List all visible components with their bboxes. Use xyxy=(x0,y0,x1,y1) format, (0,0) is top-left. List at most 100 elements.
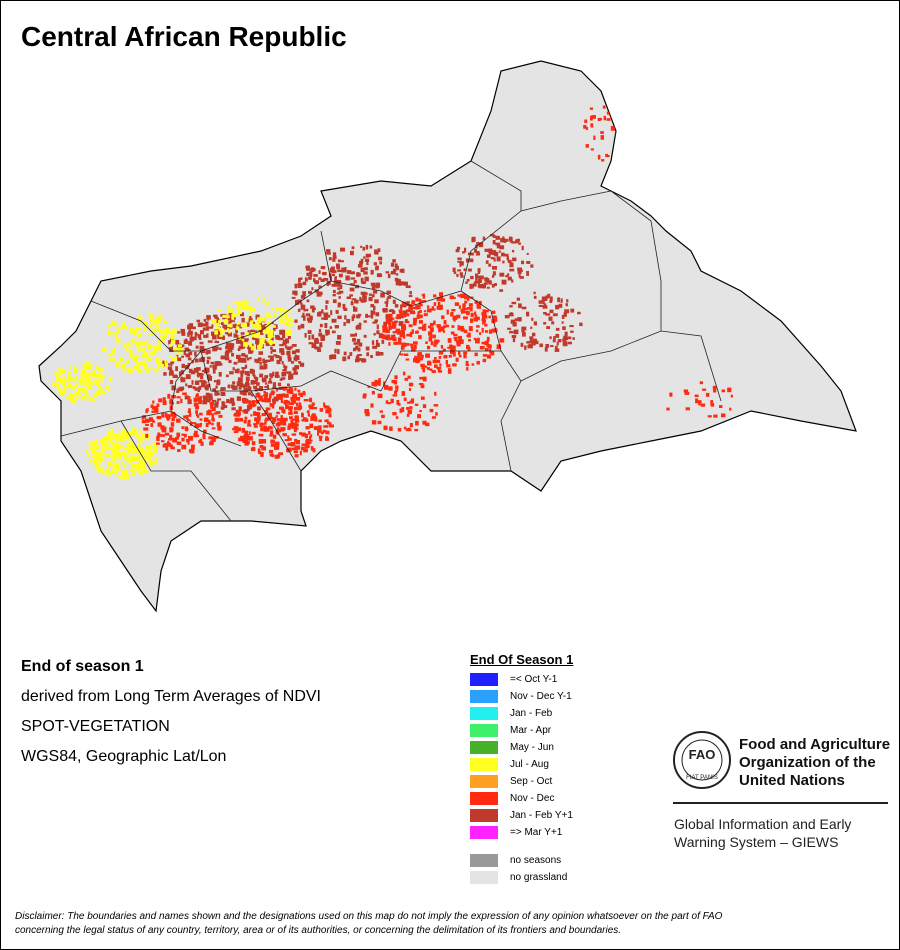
season-pixel xyxy=(334,276,337,279)
season-pixel xyxy=(423,310,427,313)
season-pixel xyxy=(476,242,480,246)
season-pixel xyxy=(310,439,313,442)
season-pixel xyxy=(521,326,527,331)
season-pixel xyxy=(387,273,391,279)
season-pixel xyxy=(336,265,341,270)
season-pixel xyxy=(383,384,389,390)
season-pixel xyxy=(498,250,501,253)
season-pixel xyxy=(385,318,389,323)
season-pixel xyxy=(267,340,273,343)
season-pixel xyxy=(264,410,269,415)
season-pixel xyxy=(221,387,226,391)
org-name: United Nations xyxy=(739,772,845,789)
season-pixel xyxy=(210,361,215,365)
season-pixel xyxy=(164,415,168,418)
season-pixel xyxy=(270,443,276,447)
season-pixel xyxy=(337,349,340,355)
season-pixel xyxy=(408,324,413,328)
season-pixel xyxy=(356,272,361,277)
season-pixel xyxy=(386,290,391,295)
season-pixel xyxy=(250,311,253,316)
season-pixel xyxy=(301,446,306,451)
season-pixel xyxy=(402,371,406,376)
season-pixel xyxy=(232,367,235,371)
season-pixel xyxy=(258,439,263,444)
season-pixel xyxy=(138,316,143,319)
season-pixel xyxy=(313,278,316,282)
season-pixel xyxy=(538,300,543,304)
season-pixel xyxy=(591,115,597,119)
season-pixel xyxy=(270,439,275,444)
season-pixel xyxy=(283,339,287,345)
season-pixel xyxy=(492,271,496,276)
season-pixel xyxy=(88,442,93,446)
season-pixel xyxy=(293,447,299,451)
season-pixel xyxy=(600,131,604,134)
season-pixel xyxy=(213,436,216,442)
season-pixel xyxy=(308,335,311,340)
season-pixel xyxy=(194,332,197,337)
season-pixel xyxy=(152,442,156,445)
season-pixel xyxy=(145,424,149,427)
season-pixel xyxy=(485,260,489,264)
season-pixel xyxy=(270,329,274,335)
season-pixel xyxy=(499,338,505,343)
season-pixel xyxy=(392,299,396,304)
season-pixel xyxy=(194,430,198,435)
season-pixel xyxy=(207,316,211,320)
season-pixel xyxy=(241,317,245,323)
season-pixel xyxy=(140,347,146,351)
season-pixel xyxy=(410,398,415,402)
season-pixel xyxy=(88,366,92,371)
season-pixel xyxy=(236,354,241,359)
season-pixel xyxy=(187,440,190,445)
season-pixel xyxy=(264,418,269,422)
season-pixel xyxy=(164,359,167,363)
season-pixel xyxy=(164,432,170,436)
season-pixel xyxy=(391,317,395,320)
season-pixel xyxy=(318,285,322,289)
season-pixel xyxy=(445,324,450,328)
season-pixel xyxy=(276,355,280,358)
season-pixel xyxy=(275,371,279,376)
season-pixel xyxy=(187,362,190,367)
season-pixel xyxy=(496,256,501,262)
season-pixel xyxy=(87,378,90,384)
season-pixel xyxy=(298,277,301,283)
season-pixel xyxy=(557,339,562,343)
season-pixel xyxy=(577,311,581,315)
season-pixel xyxy=(127,368,132,374)
season-pixel xyxy=(326,283,330,287)
season-pixel xyxy=(150,460,154,465)
season-pixel xyxy=(196,372,202,377)
season-pixel xyxy=(282,369,287,372)
season-pixel xyxy=(162,400,167,406)
season-pixel xyxy=(405,319,408,322)
season-pixel xyxy=(526,311,530,317)
season-pixel xyxy=(292,424,298,429)
season-pixel xyxy=(160,334,165,339)
season-pixel xyxy=(241,306,246,309)
season-pixel xyxy=(393,341,399,345)
season-pixel xyxy=(501,252,505,257)
season-pixel xyxy=(563,312,567,317)
season-pixel xyxy=(542,305,548,309)
season-pixel xyxy=(237,412,241,416)
season-pixel xyxy=(375,342,380,347)
season-pixel xyxy=(171,339,176,344)
season-pixel xyxy=(248,431,251,435)
season-pixel xyxy=(184,426,188,432)
season-pixel xyxy=(318,419,322,423)
season-pixel xyxy=(351,298,357,301)
season-pixel xyxy=(324,315,328,320)
season-pixel xyxy=(409,291,412,295)
season-pixel xyxy=(150,423,154,427)
season-pixel xyxy=(474,311,477,316)
season-pixel xyxy=(202,434,206,440)
season-pixel xyxy=(138,327,142,330)
season-pixel xyxy=(398,330,402,334)
season-pixel xyxy=(140,462,146,466)
season-pixel xyxy=(102,347,107,352)
season-pixel xyxy=(148,366,153,370)
season-pixel xyxy=(125,443,128,447)
